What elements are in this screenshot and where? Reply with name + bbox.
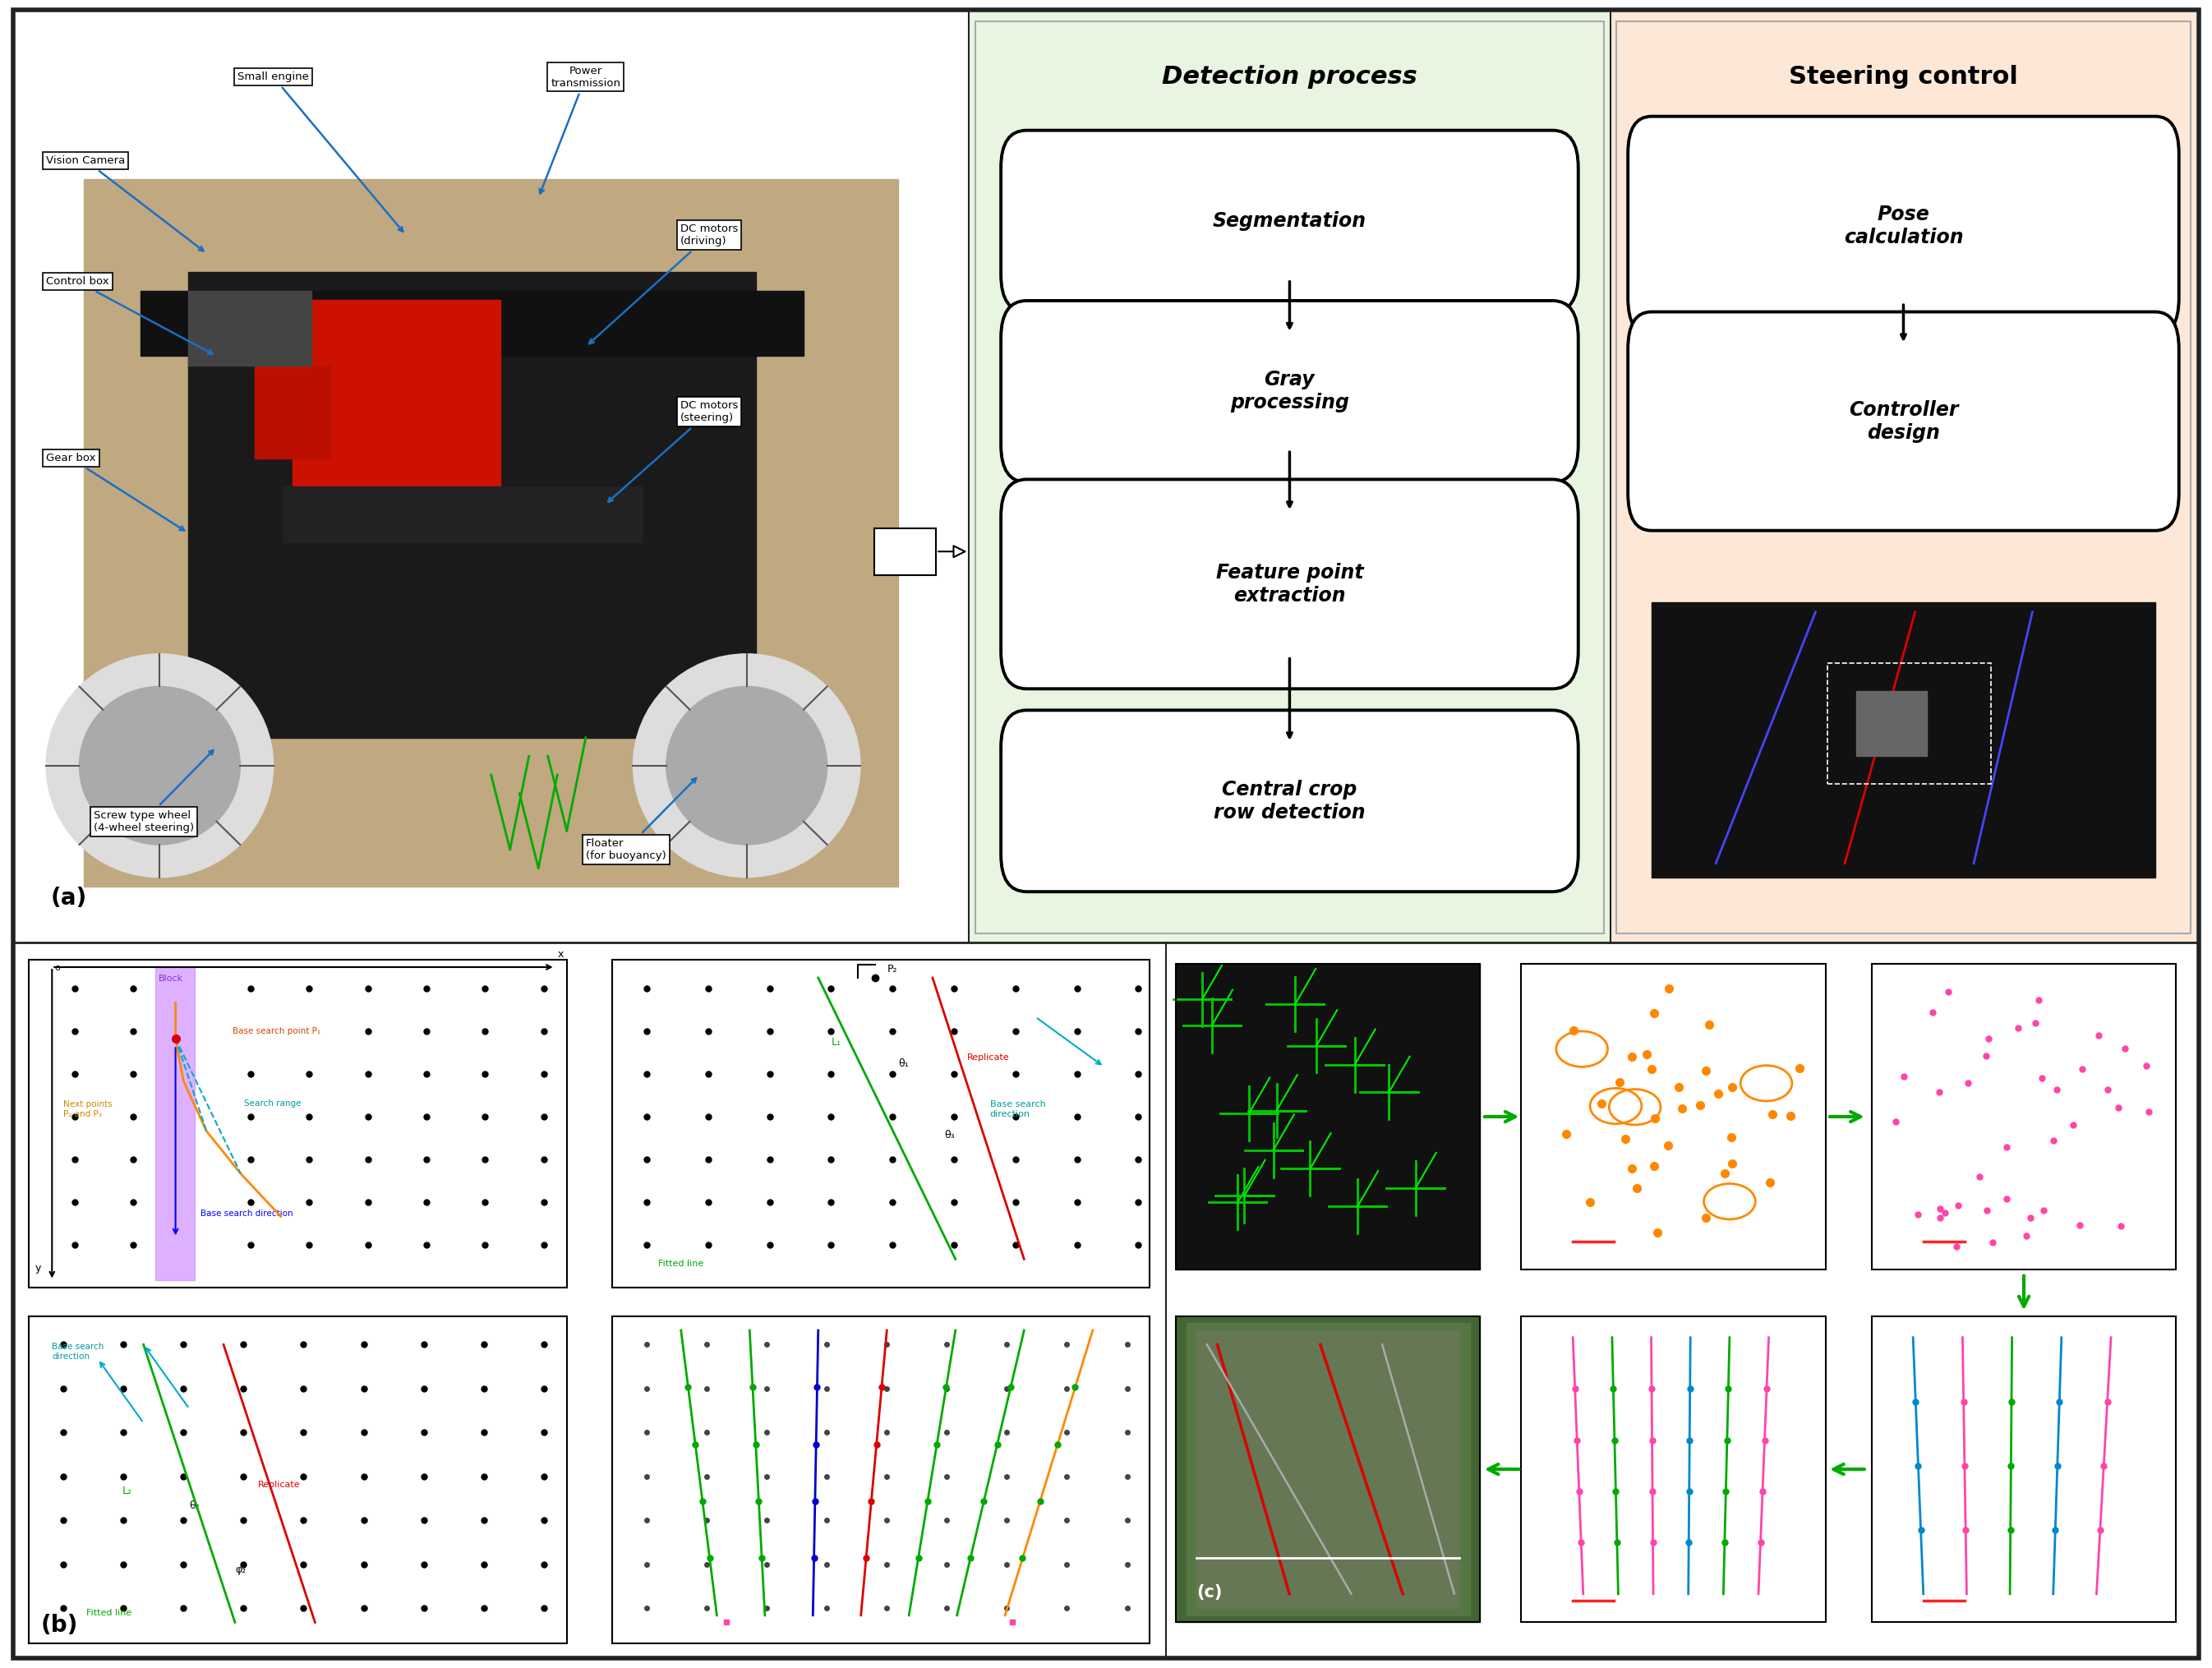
- Text: Replicate: Replicate: [259, 1481, 301, 1490]
- Text: DC motors
(steering): DC motors (steering): [608, 400, 739, 502]
- Bar: [1177, 964, 1480, 1269]
- Bar: [29, 961, 566, 1288]
- FancyBboxPatch shape: [1000, 130, 1577, 312]
- Text: Central crop
row detection: Central crop row detection: [1214, 779, 1365, 822]
- Bar: [1871, 964, 2177, 1269]
- Text: Fitted line: Fitted line: [659, 1259, 703, 1268]
- Text: Control box: Control box: [46, 277, 212, 354]
- Bar: [188, 290, 312, 365]
- Circle shape: [633, 654, 860, 877]
- Text: L₁: L₁: [832, 1037, 841, 1048]
- Text: L₂: L₂: [122, 1486, 133, 1496]
- Bar: [188, 272, 757, 737]
- Text: P₂: P₂: [887, 964, 898, 974]
- Text: (c): (c): [1197, 1585, 1223, 1601]
- Circle shape: [666, 687, 827, 844]
- Text: Feature point
extraction: Feature point extraction: [1217, 562, 1363, 605]
- Text: Replicate: Replicate: [967, 1053, 1009, 1061]
- Text: Base search direction: Base search direction: [201, 1209, 294, 1218]
- Bar: [1613, 454, 1648, 500]
- FancyBboxPatch shape: [1000, 300, 1577, 482]
- Bar: [1652, 602, 2154, 877]
- Bar: [1827, 664, 1991, 784]
- Text: Gear box: Gear box: [46, 454, 184, 530]
- Bar: [1871, 964, 2177, 1269]
- Text: (b): (b): [40, 1613, 77, 1636]
- Bar: [1186, 1323, 1469, 1615]
- Text: φ₂: φ₂: [234, 1565, 246, 1575]
- Bar: [1871, 1316, 2177, 1623]
- Circle shape: [80, 687, 241, 844]
- Text: Controller
design: Controller design: [1849, 400, 1958, 442]
- Bar: [1522, 1316, 1825, 1623]
- Text: DC motors
(driving): DC motors (driving): [588, 224, 739, 344]
- Text: (a): (a): [51, 887, 86, 909]
- Text: Pose
calculation: Pose calculation: [1843, 205, 1964, 247]
- Text: Detection process: Detection process: [1161, 65, 1418, 88]
- Bar: [254, 365, 330, 459]
- Text: θ₁: θ₁: [898, 1059, 909, 1069]
- Bar: [1197, 1331, 1460, 1608]
- Text: Power
transmission: Power transmission: [540, 65, 622, 193]
- FancyBboxPatch shape: [1628, 312, 2179, 530]
- Text: Steering control: Steering control: [1790, 65, 2017, 88]
- Text: Floater
(for buoyancy): Floater (for buoyancy): [586, 779, 697, 861]
- Bar: [874, 529, 936, 575]
- Text: Gray
processing: Gray processing: [1230, 370, 1349, 412]
- Text: Segmentation: Segmentation: [1212, 212, 1367, 230]
- Bar: [142, 290, 803, 355]
- Bar: [29, 1316, 566, 1643]
- Bar: [1177, 1316, 1480, 1623]
- Text: Screw type wheel
(4-wheel steering): Screw type wheel (4-wheel steering): [93, 751, 212, 832]
- Bar: [1522, 1316, 1825, 1623]
- Text: x: x: [557, 949, 564, 961]
- FancyBboxPatch shape: [1000, 711, 1577, 892]
- Text: Base search
direction: Base search direction: [989, 1101, 1046, 1118]
- Bar: [283, 487, 641, 542]
- Text: Base search
direction: Base search direction: [53, 1343, 104, 1361]
- Bar: [1177, 1316, 1480, 1623]
- Bar: [1871, 1316, 2177, 1623]
- Bar: [613, 1316, 1150, 1643]
- Bar: [1522, 964, 1825, 1269]
- Bar: [1177, 964, 1480, 1269]
- FancyBboxPatch shape: [1628, 117, 2179, 335]
- Text: Fitted line: Fitted line: [86, 1608, 133, 1616]
- Bar: [29, 1316, 566, 1643]
- Bar: [84, 178, 898, 887]
- Text: θ₂: θ₂: [190, 1500, 199, 1511]
- FancyBboxPatch shape: [1000, 479, 1577, 689]
- Text: Small engine: Small engine: [237, 72, 403, 232]
- Bar: [155, 967, 195, 1281]
- Text: y: y: [35, 1263, 40, 1273]
- Bar: [292, 300, 500, 505]
- Bar: [613, 961, 1150, 1288]
- Text: Vision Camera: Vision Camera: [46, 155, 204, 250]
- Text: θ₃: θ₃: [945, 1129, 953, 1141]
- Bar: [29, 961, 566, 1288]
- Text: Search range: Search range: [243, 1099, 301, 1108]
- Text: Next points
P₂ and P₃: Next points P₂ and P₃: [64, 1101, 113, 1118]
- Text: o: o: [55, 964, 60, 972]
- Bar: [613, 1316, 1150, 1643]
- Text: Block: Block: [159, 974, 184, 982]
- Text: Base search point P₁: Base search point P₁: [232, 1027, 321, 1036]
- Bar: [1522, 964, 1825, 1269]
- Bar: [1856, 691, 1927, 756]
- Circle shape: [46, 654, 274, 877]
- Bar: [613, 961, 1150, 1288]
